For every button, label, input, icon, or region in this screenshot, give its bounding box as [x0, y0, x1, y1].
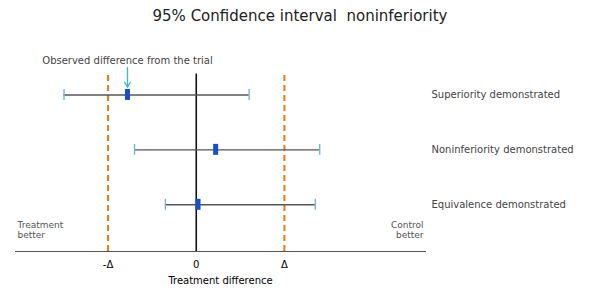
svg-text:Treatment difference: Treatment difference [167, 275, 272, 286]
svg-text:Δ: Δ [281, 259, 288, 270]
svg-text:-Δ: -Δ [103, 259, 114, 270]
svg-text:Controlbetter: Controlbetter [391, 220, 424, 240]
svg-text:0: 0 [193, 259, 199, 270]
svg-text:Observed difference from the t: Observed difference from the trial [42, 55, 212, 66]
svg-text:Treatmentbetter: Treatmentbetter [17, 220, 64, 240]
svg-text:Noninferiority demonstrated: Noninferiority demonstrated [432, 144, 574, 155]
svg-text:Equivalence demonstrated: Equivalence demonstrated [432, 199, 566, 210]
html-text:95% Confidence interval noninf: 95% Confidence interval noninferiority [152, 7, 448, 25]
svg-text:Superiority demonstrated: Superiority demonstrated [432, 89, 561, 100]
